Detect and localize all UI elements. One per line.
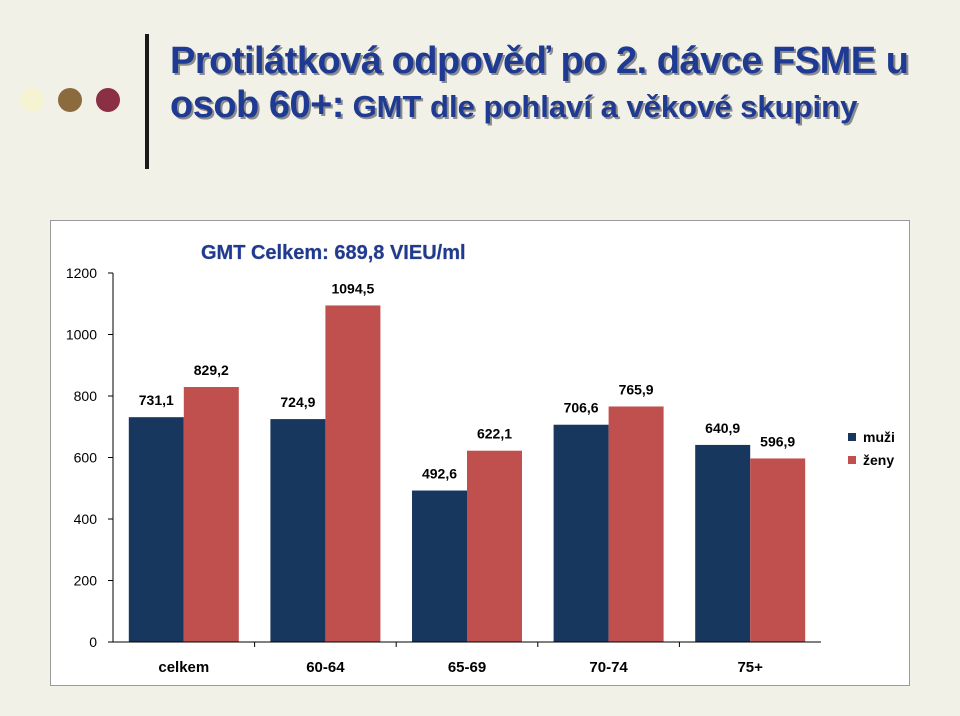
- y-tick-label: 1200: [66, 265, 97, 281]
- y-axis: 0 200 400 600 800 1000 1200: [66, 265, 114, 650]
- bar: [467, 450, 522, 642]
- slide-title-main: Protilátková odpověď po 2. dávce FSME u …: [170, 40, 909, 126]
- bar-value-label: 596,9: [760, 433, 795, 449]
- y-tick-label: 1000: [66, 327, 97, 343]
- bullet-dot-maroon: [96, 88, 120, 112]
- bar-chart: 0 200 400 600 800 1000 1200 731,1 829,2 724,9 109…: [66, 242, 895, 676]
- slide-title-sub: GMT dle pohlaví a věkové skupiny: [343, 89, 858, 124]
- x-axis: celkem 60-64 65-69 70-74 75+: [113, 641, 821, 676]
- y-tick-label: 0: [89, 634, 97, 650]
- legend-label: muži: [863, 429, 895, 445]
- legend-label: ženy: [863, 452, 894, 468]
- x-tick-label: 70-74: [589, 659, 628, 676]
- bar-value-label: 622,1: [477, 426, 512, 442]
- title-accent-line: [145, 34, 149, 169]
- bar-value-label: 829,2: [194, 362, 229, 378]
- bar-value-label: 706,6: [564, 400, 599, 416]
- legend-swatch: [848, 456, 856, 464]
- bar-value-label: 765,9: [619, 381, 654, 397]
- bar: [412, 490, 467, 642]
- bar-value-label: 724,9: [280, 394, 315, 410]
- bar-value-label: 640,9: [705, 420, 740, 436]
- bar-series: 731,1 829,2 724,9 1094,5 492,6 622,1 706,6 765,…: [128, 280, 806, 642]
- bar-value-label: 1094,5: [331, 280, 374, 296]
- y-tick-label: 600: [74, 450, 98, 466]
- x-tick-label: 65-69: [448, 659, 486, 676]
- bullet-dot-cream: [20, 88, 44, 112]
- bar-value-label: 731,1: [139, 392, 174, 408]
- legend-swatch: [848, 433, 856, 441]
- bar: [128, 417, 184, 642]
- bar: [750, 458, 806, 642]
- y-tick-label: 200: [74, 573, 98, 589]
- chart-container: 0 200 400 600 800 1000 1200 731,1 829,2 724,9 109…: [50, 220, 910, 686]
- y-tick-label: 800: [74, 388, 98, 404]
- x-tick-label: 75+: [737, 659, 763, 676]
- bar: [325, 305, 381, 642]
- bar: [608, 406, 664, 642]
- bar: [695, 444, 751, 642]
- y-tick-label: 400: [74, 511, 98, 527]
- bar: [553, 424, 609, 642]
- bullet-dot-brown: [58, 88, 82, 112]
- slide-title: Protilátková odpověď po 2. dávce FSME u …: [170, 40, 950, 128]
- bar: [270, 419, 326, 642]
- legend: muži ženy: [848, 429, 895, 468]
- x-tick-label: celkem: [158, 659, 209, 676]
- gmt-total-annotation: GMT Celkem: 689,8 VIEU/ml: [201, 242, 466, 264]
- x-tick-label: 60-64: [306, 659, 345, 676]
- bar-value-label: 492,6: [422, 466, 457, 482]
- bar: [183, 387, 239, 642]
